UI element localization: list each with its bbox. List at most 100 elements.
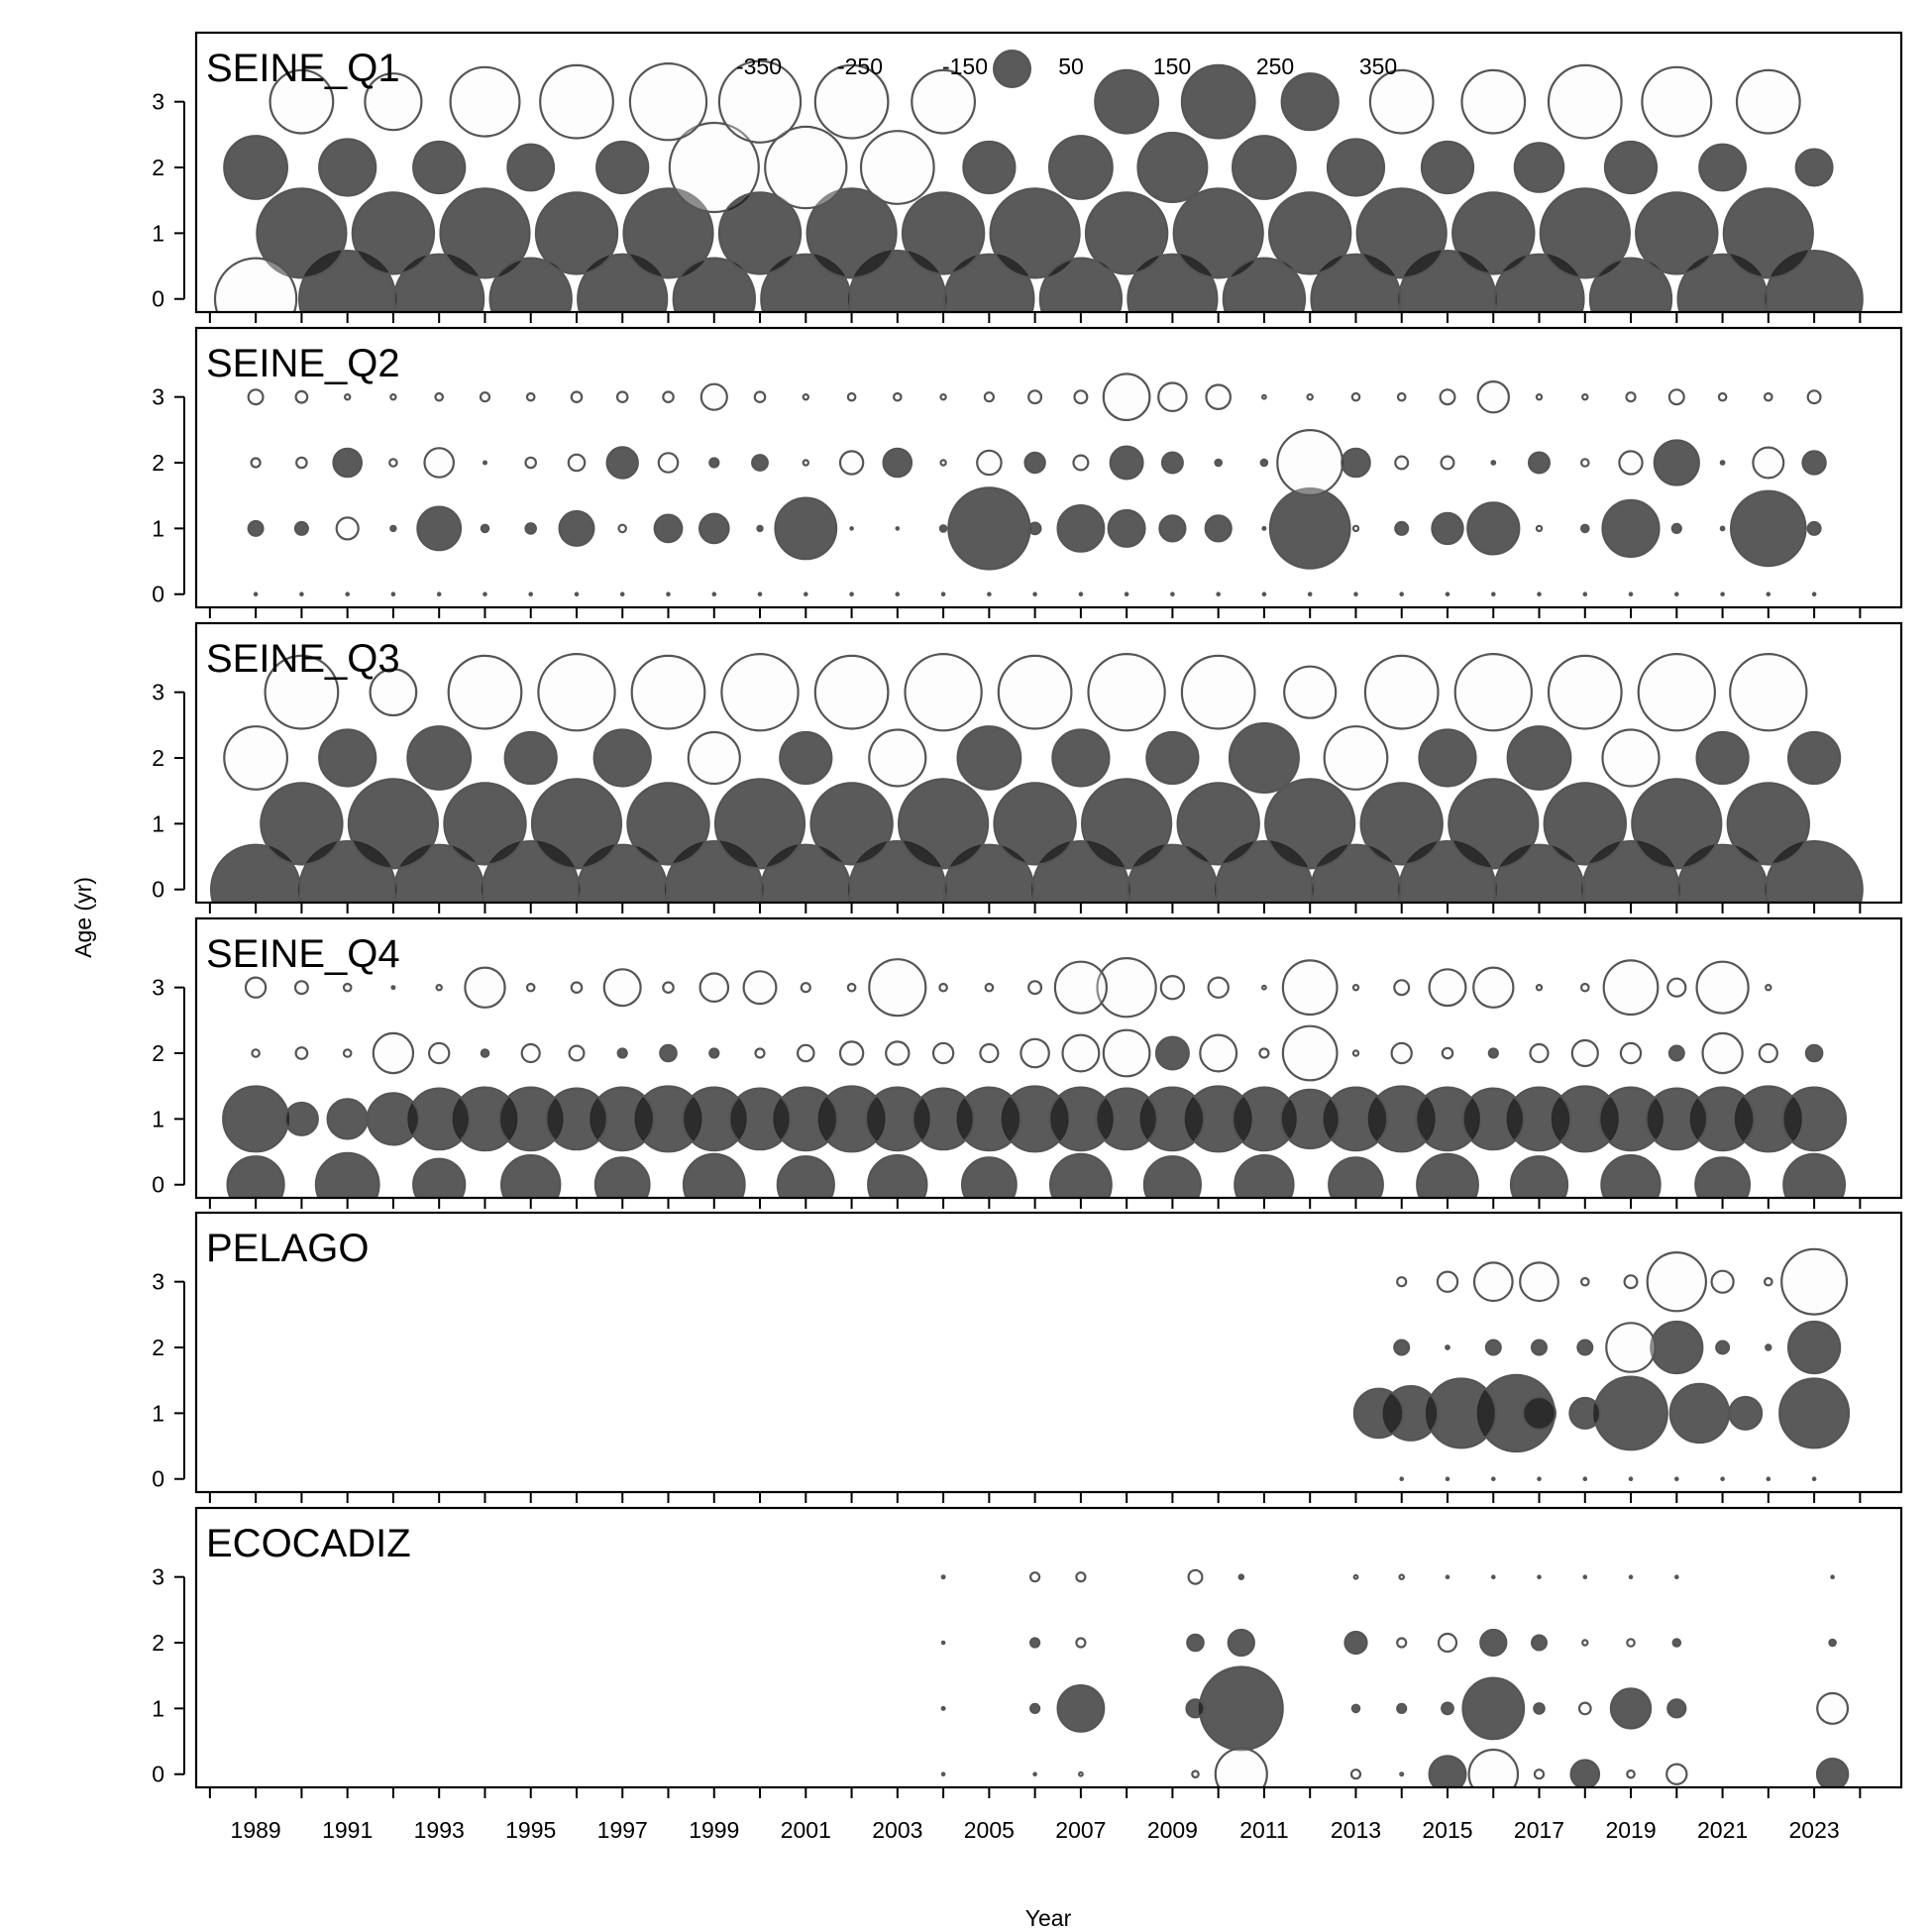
bubble-negative <box>1476 380 1511 414</box>
bubble-positive <box>882 447 913 479</box>
y-tick-label: 2 <box>152 745 164 771</box>
bubble-positive <box>1109 445 1144 481</box>
bubble-positive <box>987 591 992 597</box>
bubble-positive <box>390 985 396 991</box>
bubble-positive <box>1394 520 1410 536</box>
bubble-positive <box>1355 187 1448 279</box>
y-tick-label: 1 <box>152 515 164 541</box>
y-tick-label: 3 <box>152 1269 164 1295</box>
bubble-negative <box>698 972 730 1003</box>
bubble-positive <box>283 1101 319 1136</box>
bubble-negative <box>1580 982 1590 993</box>
y-axis: 0 1 2 3 <box>152 1269 185 1492</box>
bubble-negative <box>464 966 506 1009</box>
panel-title: SEINE_Q3 <box>206 637 400 681</box>
bubble-negative <box>342 1048 353 1058</box>
bubble-negative <box>1102 373 1151 422</box>
bubble-positive <box>1160 451 1184 475</box>
bubble-negative <box>892 391 903 402</box>
bubble-negative <box>369 668 418 717</box>
bubble-negative <box>1027 389 1043 405</box>
legend-label: 250 <box>1256 54 1294 79</box>
legend-label: 50 <box>1058 54 1084 79</box>
y-tick-label: 3 <box>152 680 164 705</box>
bubble-positive <box>728 1087 792 1151</box>
y-tick-label: 1 <box>152 1400 164 1426</box>
bubble-positive <box>1828 1638 1837 1648</box>
bubble-positive <box>1158 514 1187 543</box>
panel-seine-q3: SEINE_Q3 0 1 2 3 <box>152 621 1903 913</box>
bubble-negative <box>423 447 455 479</box>
y-axis: 0 1 2 3 <box>152 1564 185 1787</box>
bubble-negative <box>1580 1276 1590 1287</box>
panel-frame <box>194 621 1903 905</box>
x-tick-label: 2009 <box>1147 1817 1198 1843</box>
bubble-negative <box>364 72 423 132</box>
bubble-negative <box>1667 388 1685 406</box>
bubble-positive <box>1307 591 1313 597</box>
bubble-positive <box>1107 508 1146 548</box>
bubble-positive <box>318 138 377 197</box>
bubble-negative <box>940 1640 946 1646</box>
bubble-positive <box>1445 591 1450 597</box>
bubble-positive <box>1095 1087 1158 1151</box>
bubble-positive <box>805 187 898 279</box>
bubble-negative <box>1393 979 1411 997</box>
bubble-positive <box>1227 1628 1255 1658</box>
bubble-positive <box>488 257 573 312</box>
bubble-negative <box>1577 1701 1592 1716</box>
bubble-positive <box>1811 1476 1817 1482</box>
panel-seine-q2: SEINE_Q2 0 1 2 3 <box>152 326 1903 618</box>
bubble-positive <box>1653 439 1700 486</box>
bubble-positive <box>993 782 1077 866</box>
bubble-positive <box>1668 1382 1731 1445</box>
bubble-positive <box>1537 1476 1542 1482</box>
y-tick-label: 3 <box>152 89 164 115</box>
bubble-negative <box>1020 1037 1050 1069</box>
bubble-positive <box>1815 1758 1850 1787</box>
bubble-positive <box>1719 460 1726 466</box>
bubble-negative <box>1580 458 1590 468</box>
bubble-positive <box>605 446 639 480</box>
bubble-negative <box>1075 1637 1087 1649</box>
bubble-negative <box>657 452 680 474</box>
bubble-positive <box>1428 1755 1467 1787</box>
bubble-negative <box>979 1042 1000 1064</box>
bubble-positive <box>1487 1047 1499 1059</box>
bubble-positive <box>1396 1702 1408 1715</box>
bubble-positive <box>1451 191 1536 275</box>
bubble-positive <box>1490 460 1497 466</box>
bubble-positive <box>595 140 650 195</box>
bubble-positive <box>672 257 756 312</box>
bubble-positive <box>619 591 625 597</box>
panel-title: SEINE_Q1 <box>206 47 400 90</box>
x-tick-label: 2021 <box>1697 1817 1748 1843</box>
bubble-negative <box>1701 1031 1744 1075</box>
bubble-negative <box>1764 1276 1773 1287</box>
x-ticks <box>208 903 1862 913</box>
x-tick-label: 1999 <box>689 1817 739 1843</box>
bubble-negative <box>802 393 810 401</box>
bubble-positive <box>1569 1759 1601 1787</box>
bubble-positive <box>1399 1476 1405 1482</box>
bubble-negative <box>662 981 675 994</box>
bubble-positive <box>1264 778 1356 870</box>
bubble-group <box>1352 1247 1851 1482</box>
bubble-negative <box>1441 1046 1454 1060</box>
bubble-positive <box>956 725 1022 791</box>
bubble-negative <box>1816 1691 1850 1725</box>
bubble-negative <box>813 654 890 730</box>
bubble-positive <box>992 49 1031 88</box>
bubble-negative <box>293 980 309 996</box>
legend-label: 350 <box>1359 54 1397 79</box>
bubble-negative <box>617 523 628 534</box>
bubble-positive <box>1049 1152 1113 1198</box>
bubble-negative <box>244 976 268 999</box>
bubble-positive <box>528 591 534 597</box>
bubble-negative <box>1625 391 1637 403</box>
bubble-positive <box>506 143 556 192</box>
bubble-positive <box>1766 591 1771 597</box>
bubble-negative <box>1072 454 1090 472</box>
bubble-positive <box>1781 1086 1847 1152</box>
bubble-positive <box>940 591 946 597</box>
